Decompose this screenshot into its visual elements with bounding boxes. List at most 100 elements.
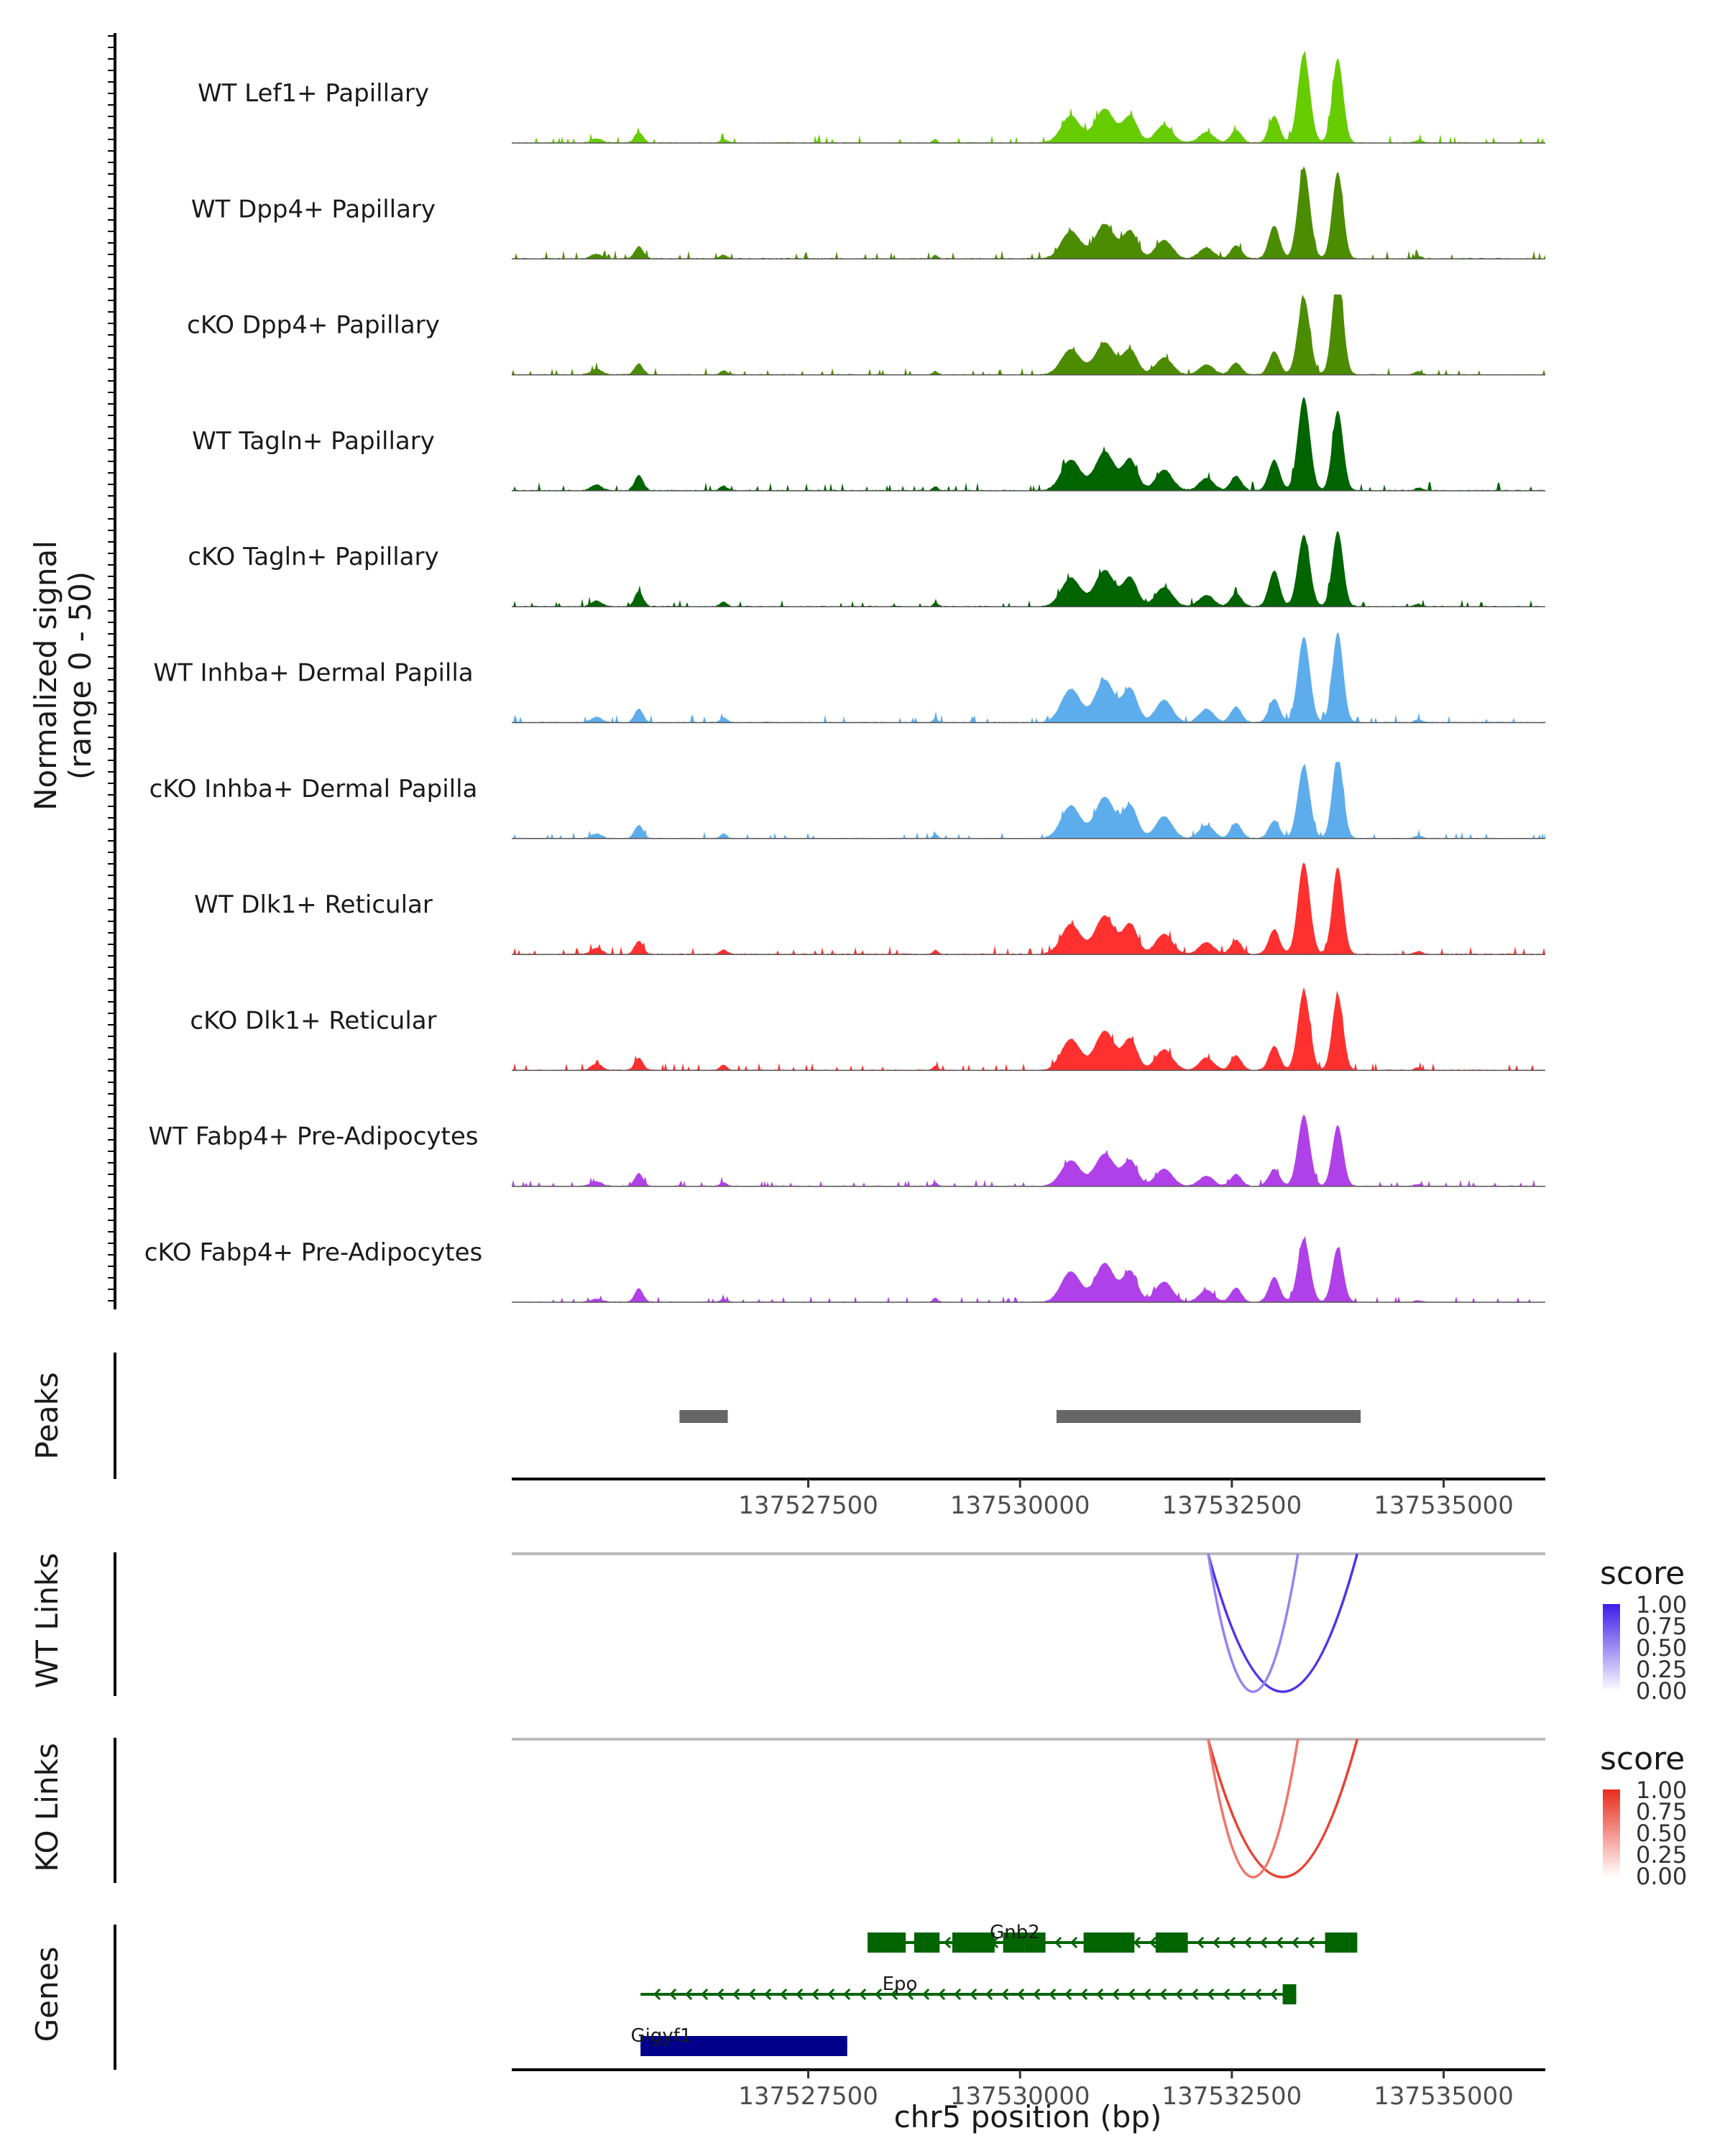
track-label: WT Lef1+ Papillary: [198, 79, 429, 108]
strand-arrow: [1159, 1988, 1167, 2001]
strand-arrow: [1033, 1988, 1041, 2001]
strand-arrow: [1175, 1988, 1183, 2001]
links-tracks: [512, 1552, 1545, 1879]
mid-tick-label: 137527500: [738, 1491, 878, 1520]
gene-exon: [1083, 1932, 1135, 1953]
bottom-tick-label: 137527500: [738, 2082, 878, 2111]
x-axis-middle: 137527500 137530000 137532500 137535000: [512, 1478, 1545, 1520]
ko-legend-tick-5: 0.00: [1636, 1863, 1687, 1890]
peaks-title: Peaks: [29, 1372, 65, 1460]
strand-arrow: [922, 1988, 930, 2001]
ko-links-title: KO Links: [29, 1743, 65, 1872]
strand-arrow: [701, 1988, 709, 2001]
strand-arrow: [685, 1988, 693, 2001]
track-label: WT Dpp4+ Papillary: [191, 195, 436, 224]
links-panel: [512, 1738, 1545, 1879]
strand-arrow: [943, 1936, 952, 1949]
mid-tick-label: 137530000: [950, 1491, 1090, 1520]
strand-arrow: [1223, 1988, 1230, 2001]
strand-arrow: [811, 1988, 819, 2001]
gene-label: Gigyf1: [631, 2025, 692, 2047]
strand-arrow: [938, 1988, 946, 2001]
coverage-area: [512, 50, 1545, 144]
strand-arrow: [1207, 1988, 1215, 2001]
gene-model: Epo: [640, 1973, 1297, 2004]
strand-arrow: [1049, 1988, 1057, 2001]
strand-arrow: [1064, 1988, 1072, 2001]
gene-exon: [969, 1932, 995, 1953]
coverage-track: WT Dpp4+ Papillary: [191, 166, 1545, 260]
links-panel: [512, 1552, 1545, 1693]
strand-arrow: [653, 1988, 661, 2001]
strand-arrow: [1191, 1988, 1199, 2001]
coverage-area: [512, 1236, 1545, 1302]
mid-tick-label: 137535000: [1374, 1491, 1514, 1520]
x-axis-bottom: 137527500 137530000 137532500 137535000: [512, 2068, 1545, 2111]
track-label: cKO Tagln+ Papillary: [188, 543, 438, 571]
peaks-track: [679, 1410, 1361, 1423]
track-label: cKO Fabp4+ Pre-Adipocytes: [144, 1238, 483, 1267]
track-label: WT Inhba+ Dermal Papilla: [153, 659, 473, 688]
coverage-area: [512, 531, 1545, 607]
gene-exon: [952, 1932, 970, 1953]
strand-arrow: [1096, 1988, 1104, 2001]
coverage-area: [512, 166, 1545, 259]
track-label: WT Fabp4+ Pre-Adipocytes: [149, 1123, 479, 1151]
gene-label: Epo: [883, 1973, 918, 1995]
strand-arrow: [827, 1988, 835, 2001]
wt-legend-title: score: [1600, 1555, 1685, 1592]
wt-legend-colorbar: [1603, 1604, 1620, 1692]
coverage-y-title: Normalized signal (range 0 - 50): [28, 540, 98, 811]
ko-legend-title: score: [1600, 1741, 1685, 1777]
wt-legend-tick-2: 0.75: [1636, 1613, 1687, 1640]
coverage-track: WT Lef1+ Papillary: [198, 50, 1545, 144]
coverage-track: cKO Fabp4+ Pre-Adipocytes: [144, 1236, 1545, 1303]
strand-arrow: [796, 1988, 804, 2001]
strand-arrow: [1228, 1936, 1236, 1949]
strand-arrow: [1144, 1988, 1151, 2001]
strand-arrow: [748, 1988, 756, 2001]
strand-arrow: [970, 1988, 978, 2001]
x-axis-title: chr5 position (bp): [894, 2099, 1162, 2134]
strand-arrow: [717, 1988, 724, 2001]
gene-exon: [1325, 1932, 1358, 1953]
strand-arrow: [891, 1988, 898, 2001]
wt-legend-tick-1: 1.00: [1636, 1591, 1687, 1618]
coverage-tracks: WT Lef1+ Papillary WT Dpp4+ Papillary cKO …: [144, 50, 1545, 1303]
strand-arrow: [1128, 1988, 1136, 2001]
strand-arrow: [1112, 1988, 1120, 2001]
strand-arrow: [1196, 1936, 1205, 1949]
link-arc: [1207, 1738, 1358, 1879]
gene-exon: [914, 1932, 940, 1953]
mid-tick-label: 137532500: [1162, 1491, 1302, 1520]
ko-legend-tick-2: 0.75: [1636, 1798, 1687, 1825]
link-arc: [1207, 1738, 1300, 1879]
coverage-track: WT Dlk1+ Reticular: [194, 862, 1545, 955]
strand-arrow: [1291, 1936, 1300, 1949]
strand-arrow: [906, 1988, 914, 2001]
peak-interval: [679, 1410, 728, 1423]
coverage-area: [512, 294, 1545, 375]
strand-arrow: [1001, 1988, 1009, 2001]
strand-arrow: [732, 1988, 740, 2001]
strand-arrow: [1149, 1936, 1157, 1949]
track-label: WT Tagln+ Papillary: [192, 427, 435, 456]
ko-legend-tick-3: 0.50: [1636, 1820, 1687, 1847]
strand-arrow: [669, 1988, 677, 2001]
coverage-area: [512, 762, 1545, 839]
gene-exon: [1003, 1932, 1025, 1953]
gene-exon: [1282, 1984, 1297, 2004]
strand-arrow: [1238, 1988, 1246, 2001]
wt-links-title: WT Links: [29, 1553, 65, 1688]
ko-score-legend: score 1.00 0.75 0.50 0.25 0.00: [1600, 1741, 1687, 1890]
coverage-area: [512, 987, 1545, 1071]
peak-interval: [1056, 1410, 1361, 1423]
gene-exon: [1155, 1932, 1188, 1953]
strand-arrow: [875, 1988, 883, 2001]
track-label: cKO Dpp4+ Papillary: [187, 311, 440, 340]
strand-arrow: [1070, 1936, 1078, 1949]
coverage-ylabel-line2: (range 0 - 50): [63, 571, 98, 780]
coverage-track: WT Tagln+ Papillary: [192, 397, 1545, 492]
coverage-track: cKO Tagln+ Papillary: [188, 531, 1545, 607]
